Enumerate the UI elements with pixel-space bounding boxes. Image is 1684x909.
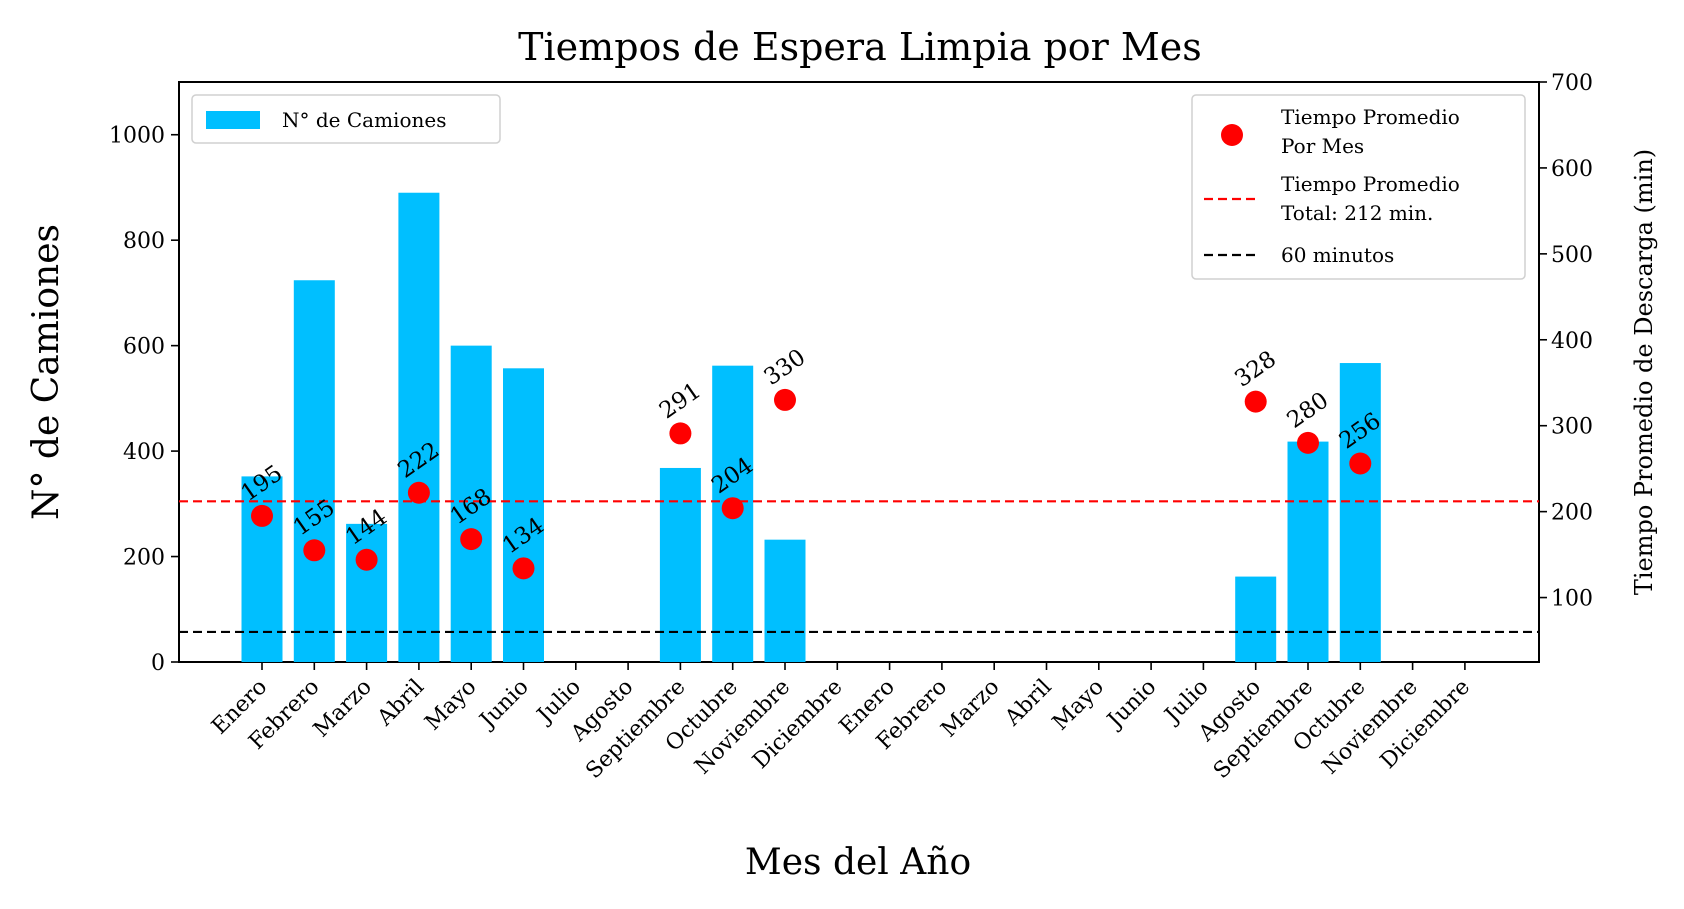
legend-lines-frame [1191,94,1526,280]
point-label: 330 [760,344,811,390]
bar [241,476,283,662]
legend-bars-frame [191,94,501,144]
bars-group [241,192,1381,662]
bar [346,523,388,662]
data-point [512,557,535,580]
legend-sixty-label: 60 minutos [1281,243,1394,267]
point-label: 291 [655,378,706,424]
bar [1287,441,1329,662]
bar [293,280,335,662]
legend-lines: Tiempo Promedio Por Mes Tiempo Promedio … [1191,94,1526,280]
data-point [355,548,378,571]
y2-tick-label: 300 [1551,415,1593,440]
bar [398,192,440,662]
legend-point-marker [1221,124,1243,146]
x-axis-title: Mes del Año [745,842,971,883]
y-tick-label: 1000 [109,124,165,149]
data-point [1349,452,1372,475]
legend-points-label-line2: Por Mes [1281,134,1364,158]
data-point [303,539,326,562]
y2-tick-label: 600 [1551,157,1593,182]
reference-lines [179,500,1539,634]
legend-bars: N° de Camiones [191,94,501,144]
legend-bars-swatch [206,111,260,129]
point-label: 328 [1230,346,1281,392]
data-point [251,504,273,527]
y-axis-title: N° de Camiones [26,224,67,520]
bar [503,368,544,662]
data-point [407,481,430,504]
y2-tick-label: 200 [1551,501,1593,526]
bar [764,539,806,662]
legend-bars-label: N° de Camiones [282,108,446,132]
y-tick-label: 600 [123,335,165,360]
y2-tick-label: 400 [1551,329,1593,354]
y-tick-label: 400 [123,440,165,465]
chart-title: Tiempos de Espera Limpia por Mes [518,25,1202,69]
bar [1339,363,1381,662]
y2-axis-title: Tiempo Promedio de Descarga (min) [1630,149,1658,595]
data-point [1244,390,1267,413]
x-tick-label: Abril [1000,675,1057,732]
point-label: 280 [1283,387,1334,433]
x-tick-label: Marzo [937,675,1005,743]
bar [1235,576,1277,662]
x-tick-label: Mayo [420,675,481,736]
data-point [460,528,483,551]
y2-tick-label: 700 [1551,71,1593,96]
data-point [774,388,796,411]
x-tick-label: Marzo [309,675,377,743]
data-point [721,497,744,520]
y-tick-label: 800 [123,229,165,254]
data-point [1297,431,1319,454]
plot-area-frame [178,81,1540,663]
bar [450,345,492,662]
x-tick-label: Junio [474,675,534,735]
legend-avg-label-line1: Tiempo Promedio [1281,172,1460,196]
legend-avg-label-line2: Total: 212 min. [1281,201,1433,225]
y2-tick-label: 100 [1551,587,1593,612]
y-tick-label: 200 [123,546,165,571]
x-tick-label: Abril [372,675,429,732]
legend-points-label-line1: Tiempo Promedio [1281,105,1460,129]
bar [659,467,701,662]
x-tick-label: Junio [1102,675,1162,735]
points-group [251,388,1372,580]
y-axis-left: 0 200 400 600 800 1000 [109,124,179,676]
y2-tick-label: 500 [1551,243,1593,268]
data-point [669,422,692,445]
y-tick-label: 0 [151,651,165,676]
y-axis-right: 100 200 300 400 500 600 700 [1539,71,1593,612]
x-tick-label: Mayo [1048,675,1109,736]
